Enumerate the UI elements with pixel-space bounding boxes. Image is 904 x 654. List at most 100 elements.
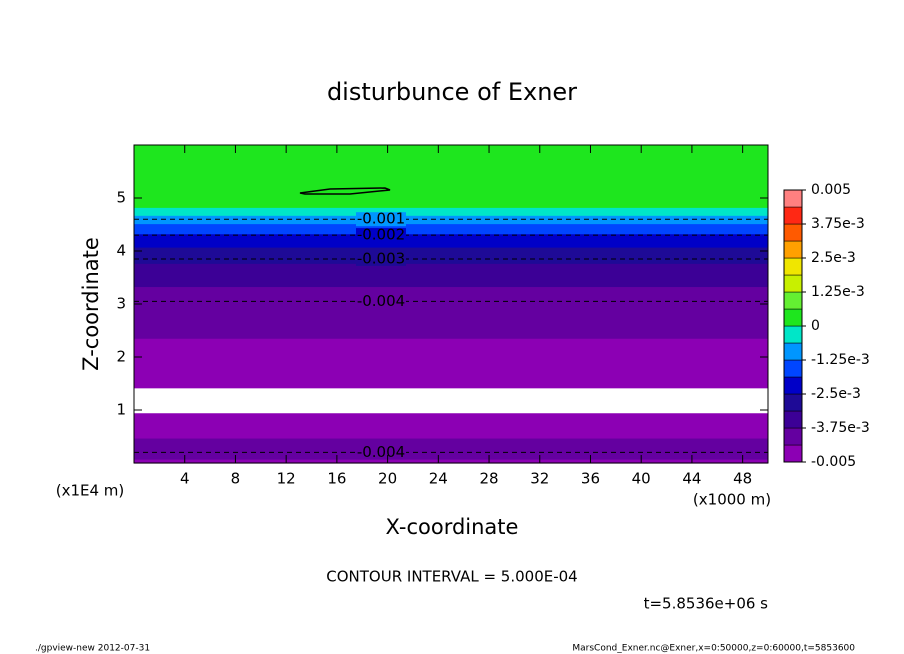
field-strip [134, 211, 768, 214]
field-strip [134, 305, 768, 308]
field-strip [134, 427, 768, 430]
field-strip [134, 171, 768, 175]
field-strip [134, 327, 768, 330]
contour-label-bg [356, 228, 406, 243]
colorbar-tick-label: -0.005 [811, 454, 856, 470]
field-strip [134, 412, 768, 415]
field-strip [134, 329, 768, 332]
field-strip [134, 460, 768, 463]
field-strip [134, 422, 768, 425]
field-strip [134, 213, 768, 216]
x-tick-label: 40 [632, 470, 651, 488]
field-strip [134, 208, 768, 211]
field-strip [134, 436, 768, 439]
field-strip [134, 448, 768, 451]
field-strip [134, 336, 768, 339]
colorbar-tick-label: -3.75e-3 [811, 420, 870, 436]
x-axis-label: X-coordinate [386, 515, 519, 539]
field-strip [134, 395, 768, 398]
field-strip [134, 263, 768, 266]
field-strip [134, 255, 768, 259]
field-strip [134, 173, 768, 176]
field-strip [134, 195, 768, 198]
contour-label: -0.003 [357, 249, 405, 267]
field-strip [134, 170, 768, 173]
field-strip [134, 400, 768, 403]
field-strip [134, 164, 768, 167]
field-strip [134, 335, 768, 338]
x-tick-label: 16 [327, 470, 346, 488]
field-strip [134, 380, 768, 383]
field-strip [134, 236, 768, 239]
field-strip [134, 215, 768, 218]
field-strip [134, 292, 768, 295]
x-unit: (x1000 m) [693, 491, 771, 509]
field-strip [134, 311, 768, 314]
field-strip [134, 238, 768, 241]
field-strip [134, 176, 768, 179]
field-strip [134, 407, 768, 410]
contour-label-bg [356, 251, 406, 266]
field-strip [134, 440, 768, 443]
field-strip [134, 314, 768, 317]
field-strip [134, 310, 768, 313]
field-strip [134, 401, 768, 404]
field-strip [134, 230, 768, 233]
field-strip [134, 368, 768, 371]
colorbar-cell [783, 444, 803, 463]
field-strip [134, 372, 768, 375]
y-tick-label: 3 [116, 295, 126, 313]
field-strip [134, 197, 768, 200]
field-strip [134, 404, 768, 407]
x-tick-label: 12 [277, 470, 296, 488]
field-strip [134, 369, 768, 372]
field-strip [134, 417, 768, 420]
field-strip [134, 270, 768, 273]
field-strip [134, 405, 768, 408]
field-strip [134, 161, 768, 164]
field-strip [134, 442, 768, 445]
x-tick-label: 44 [682, 470, 701, 488]
field-strip [134, 146, 768, 149]
field-strip [134, 188, 768, 191]
field-strip [134, 201, 768, 204]
field-strip [134, 307, 768, 310]
field-strip [134, 222, 768, 225]
field-strip [134, 203, 768, 206]
field-strip [134, 437, 768, 440]
x-tick-label: 24 [429, 470, 448, 488]
field-strip [134, 284, 768, 288]
field-strip [134, 333, 768, 336]
field-strip [134, 385, 768, 387]
time-label: t=5.8536e+06 s [644, 595, 769, 613]
field-strip [134, 383, 768, 386]
field-strip [134, 375, 768, 378]
footer-right: MarsCond_Exner.nc@Exner,x=0:50000,z=0:60… [572, 644, 855, 654]
field-strip [134, 376, 768, 379]
field-strip [134, 452, 768, 455]
field-strip [134, 394, 768, 397]
field-strip [134, 456, 768, 459]
field-strip [134, 252, 768, 256]
field-strip [134, 359, 768, 362]
field-strip [134, 457, 768, 460]
field-strip [134, 204, 768, 207]
field-strip [134, 424, 768, 427]
field-strip [134, 182, 768, 185]
colorbar-cell [783, 376, 803, 395]
y-unit: (x1E4 m) [56, 482, 125, 500]
field-strip [134, 183, 768, 186]
x-tick-label: 8 [231, 470, 241, 488]
field-strip [134, 281, 768, 285]
field-strip [134, 179, 768, 182]
field-strip [134, 433, 768, 436]
field-strip [134, 348, 768, 351]
field-strip [134, 185, 768, 188]
field-strip [134, 313, 768, 316]
field-strip [134, 145, 768, 148]
field-strip [134, 158, 768, 161]
field-strip [134, 349, 768, 352]
field-strip [134, 254, 768, 257]
colorbar-cell [783, 410, 803, 429]
